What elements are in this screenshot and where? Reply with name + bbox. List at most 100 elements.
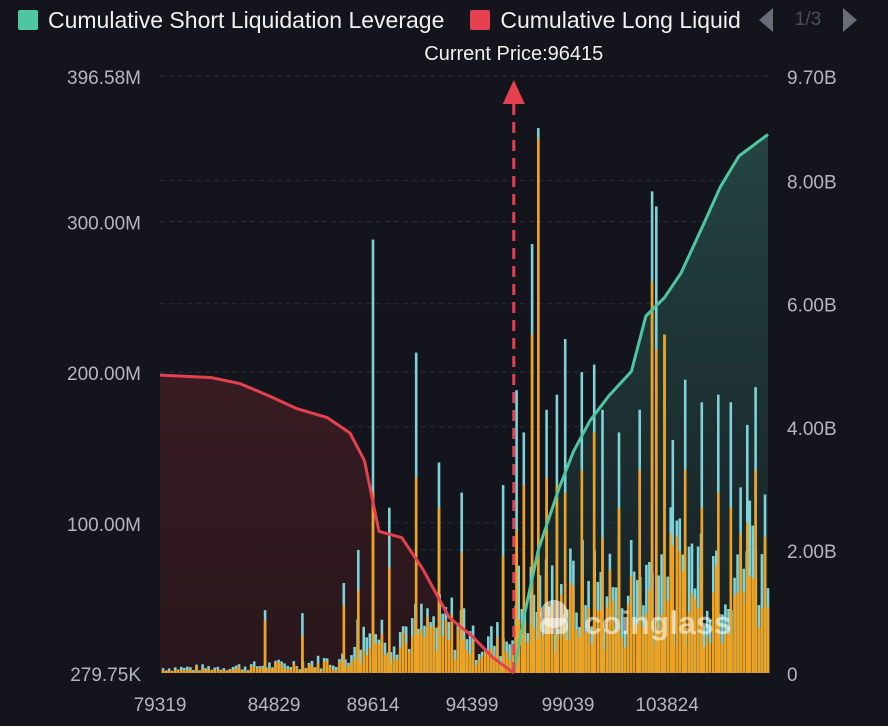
watermark-logo-icon (540, 618, 568, 634)
long-cumulative-line (159, 373, 515, 675)
bar-total (362, 626, 365, 673)
legend: Cumulative Short Liquidation Leverage Cu… (18, 4, 740, 36)
bar-segment (760, 607, 764, 673)
bar-total (192, 670, 195, 673)
legend-item-short[interactable]: Cumulative Short Liquidation Leverage (18, 7, 444, 34)
bar-segment (210, 670, 213, 673)
bar-segment (477, 659, 481, 673)
bar-segment (435, 651, 438, 673)
bar-segment (298, 670, 302, 673)
y-left-tick-label: 200.00M (67, 364, 141, 385)
pager-prev-button[interactable] (748, 2, 784, 38)
bar-segment (377, 644, 381, 673)
bar-segment (515, 530, 518, 673)
bar-segment (429, 627, 432, 673)
bar-segment (353, 658, 356, 673)
bar-segment (395, 659, 399, 673)
bar-segment (471, 640, 475, 673)
bar-segment (237, 666, 241, 673)
bar-segment (748, 575, 752, 673)
bar-segment (650, 281, 654, 673)
bar-total (186, 666, 189, 673)
bar-segment (246, 671, 250, 673)
bar-segment (359, 662, 362, 673)
bar-segment (295, 667, 299, 673)
bar-segment (338, 661, 341, 673)
bar-segment (632, 625, 636, 673)
bar-segment (522, 485, 526, 673)
bar-segment (465, 649, 469, 673)
bar-segment (357, 590, 360, 673)
bar-segment (301, 635, 304, 673)
bar-segment (727, 634, 730, 673)
bar-segment (225, 670, 229, 673)
bar-segment (307, 664, 311, 673)
bar-segment (553, 652, 557, 673)
y-right-tick-label: 9.70B (787, 68, 837, 89)
bar-segment (437, 507, 441, 673)
bar-segment (341, 663, 344, 673)
bar-segment (626, 604, 630, 673)
bar-segment (173, 669, 177, 673)
bar-segment (234, 668, 238, 673)
current-price-arrow (502, 80, 525, 104)
x-tick-label: 89614 (347, 695, 400, 716)
bar-total (164, 670, 168, 673)
legend-label-long: Cumulative Long Liquidation Leverage (500, 6, 740, 33)
bar-segment (161, 669, 165, 673)
bar-segment (587, 608, 590, 673)
bar-segment (228, 669, 232, 673)
bar-total (268, 662, 271, 673)
bar-segment (252, 666, 256, 673)
bar-total (435, 627, 438, 673)
bar-segment (453, 658, 457, 673)
bar-segment (167, 670, 171, 673)
bar-segment (274, 662, 277, 673)
bar-segment (590, 644, 593, 673)
bar-segment (164, 671, 168, 673)
bar-total (468, 631, 472, 673)
bar-segment (280, 664, 283, 673)
legend-item-long[interactable]: Cumulative Long Liquidation Leverage (470, 7, 740, 34)
bar-segment (213, 670, 216, 673)
bar-segment (380, 633, 384, 673)
bar-segment (222, 670, 226, 673)
bar-segment (490, 648, 493, 673)
pager-next-button[interactable] (832, 2, 868, 38)
bar-segment (623, 647, 627, 673)
y-right-tick-label: 4.00B (787, 419, 837, 440)
bar-segment (505, 651, 508, 673)
bar-segment (696, 608, 700, 673)
bar-total (614, 587, 618, 673)
bar-segment (566, 640, 569, 673)
bar-segment (388, 568, 391, 673)
bar-total (660, 554, 663, 673)
bar-segment (584, 632, 587, 673)
bar-segment (751, 578, 755, 673)
bar-segment (608, 569, 612, 673)
bar-segment (493, 655, 496, 673)
bar-segment (645, 614, 648, 673)
bar-segment (636, 624, 639, 673)
bar-segment (198, 671, 201, 673)
bar-segment (411, 636, 414, 673)
bar-segment (322, 661, 326, 673)
bar-segment (216, 669, 220, 673)
bar-total (371, 239, 375, 673)
bar-segment (739, 533, 742, 673)
bar-segment (444, 620, 448, 673)
bar-segment (231, 669, 235, 673)
bar-segment (365, 655, 368, 673)
y-left-tick-label: 396.58M (67, 68, 141, 89)
bar-segment (189, 669, 192, 673)
bar-segment (350, 662, 353, 673)
bar-segment (347, 666, 350, 673)
bar-segment (669, 533, 672, 673)
bar-segment (717, 492, 720, 673)
bar-segment (342, 605, 346, 673)
bar-total (243, 666, 247, 673)
chevron-right-icon (843, 8, 857, 32)
bar-segment (757, 627, 761, 673)
bar-segment (192, 671, 195, 673)
bar-segment (545, 477, 548, 673)
